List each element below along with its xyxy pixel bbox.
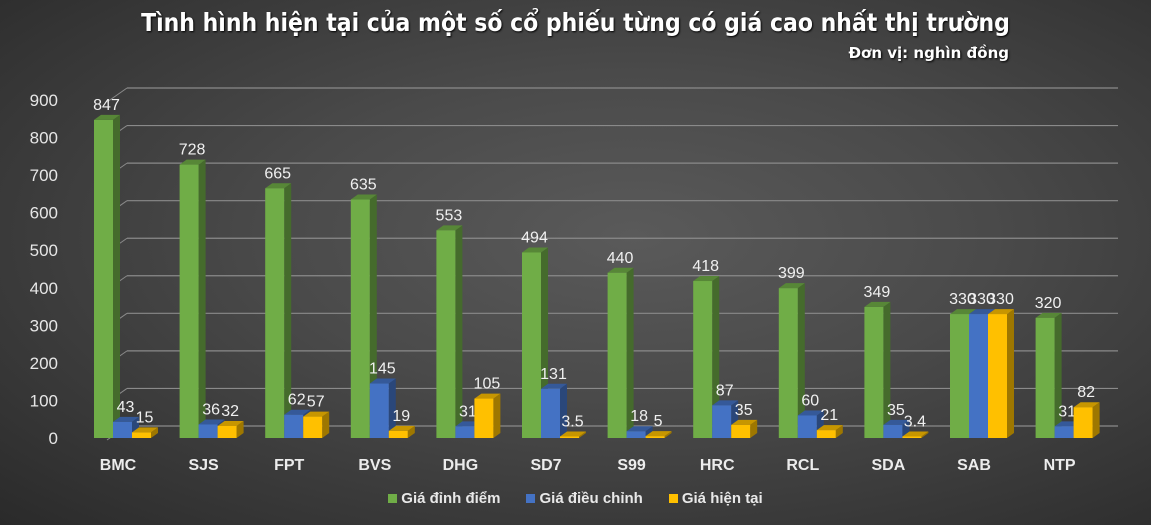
legend-item: Giá đỉnh điểm (388, 490, 500, 507)
bar (816, 425, 843, 438)
y-tick-label: 800 (30, 129, 58, 148)
bar (265, 183, 292, 438)
data-label: 728 (179, 142, 206, 159)
x-category-label: SDA (872, 457, 906, 474)
legend-item: Giá hiện tại (668, 490, 763, 507)
x-category-label: S99 (617, 457, 646, 474)
bar (712, 400, 739, 438)
x-category-label: SJS (188, 457, 219, 474)
data-label: 665 (264, 165, 291, 182)
legend-swatch-icon (668, 494, 678, 503)
chart-title: Tình hình hiện tại của một số cổ phiếu t… (141, 8, 1010, 37)
data-label: 60 (801, 392, 819, 409)
bar (179, 159, 206, 438)
x-category-label: SAB (957, 457, 991, 474)
y-tick-label: 900 (30, 91, 58, 110)
legend-label: Giá điều chỉnh (539, 490, 643, 507)
data-label: 131 (540, 366, 567, 383)
data-label: 105 (474, 376, 501, 393)
bar (132, 427, 158, 438)
y-tick-label: 700 (30, 166, 58, 185)
y-tick-label: 200 (30, 354, 58, 373)
data-label: 440 (607, 250, 634, 267)
legend-swatch-icon (526, 494, 536, 503)
legend-swatch-icon (388, 494, 398, 503)
data-label: 635 (350, 177, 377, 194)
bar (303, 411, 330, 438)
bar (778, 283, 805, 438)
bar (436, 225, 463, 438)
x-category-label: NTP (1044, 457, 1076, 474)
data-label: 3.5 (561, 414, 583, 431)
data-label: 62 (288, 392, 306, 409)
data-label: 330 (949, 291, 976, 308)
y-tick-label: 500 (30, 241, 58, 260)
x-category-label: RCL (786, 457, 819, 474)
data-label: 5 (654, 413, 663, 430)
data-label: 145 (369, 361, 396, 378)
data-label: 330 (987, 291, 1014, 308)
data-label: 847 (93, 97, 120, 114)
data-label: 553 (436, 207, 463, 224)
bar (902, 431, 929, 438)
bar (94, 114, 120, 438)
bar (560, 431, 586, 438)
data-label: 15 (136, 409, 154, 426)
bar (474, 393, 501, 438)
gridline-perspective (106, 87, 128, 103)
data-label: 57 (307, 394, 325, 411)
legend-label: Giá hiện tại (681, 490, 763, 507)
legend-label: Giá đỉnh điểm (401, 490, 501, 507)
data-label: 494 (521, 229, 548, 246)
data-label: 87 (716, 382, 734, 399)
data-label: 31 (459, 403, 477, 420)
data-label: 21 (820, 407, 838, 424)
bar (645, 431, 672, 438)
bar (988, 309, 1014, 438)
data-label: 31 (1058, 403, 1076, 420)
bar (1073, 402, 1100, 438)
data-label: 32 (221, 403, 239, 420)
y-tick-label: 400 (30, 279, 58, 298)
bar (369, 378, 396, 438)
data-label: 19 (392, 408, 410, 425)
data-label: 320 (1035, 295, 1062, 312)
bar (388, 425, 415, 438)
y-tick-label: 300 (30, 316, 58, 335)
bar (350, 194, 377, 438)
data-label: 35 (735, 402, 753, 419)
bar (693, 276, 720, 438)
data-label: 3.4 (904, 414, 926, 431)
data-label: 418 (692, 258, 719, 275)
x-category-label: BMC (100, 457, 137, 474)
bar (864, 301, 891, 438)
chart-subtitle: Đơn vị: nghìn đồng (848, 44, 1009, 62)
x-category-label: HRC (700, 457, 735, 474)
x-category-label: FPT (274, 457, 304, 474)
data-label: 349 (864, 284, 891, 301)
legend: Giá đỉnh điểm Giá điều chỉnh Giá hiện tại (0, 490, 1151, 507)
x-category-label: DHG (443, 457, 479, 474)
data-label: 43 (117, 399, 135, 416)
bar (113, 416, 139, 438)
y-tick-label: 100 (30, 391, 58, 410)
data-label: 35 (887, 402, 905, 419)
data-label: 82 (1077, 384, 1095, 401)
data-label: 36 (202, 401, 220, 418)
bar (1035, 312, 1062, 438)
data-label: 18 (630, 408, 648, 425)
bar (541, 383, 567, 438)
y-tick-label: 600 (30, 204, 58, 223)
data-label: 399 (778, 265, 805, 282)
y-tick-label: 0 (49, 429, 58, 448)
bar (607, 267, 634, 438)
legend-item: Giá điều chỉnh (526, 490, 643, 507)
data-label: 330 (968, 291, 995, 308)
bar (731, 419, 758, 438)
x-category-label: SD7 (530, 457, 561, 474)
x-category-label: BVS (358, 457, 391, 474)
bar (217, 420, 244, 438)
